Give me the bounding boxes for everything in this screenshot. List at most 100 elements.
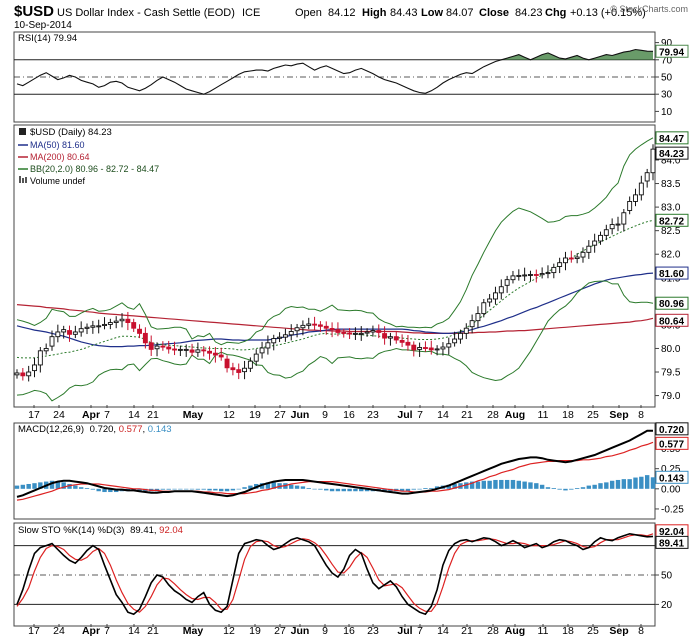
histogram-bar — [592, 484, 597, 489]
candle-body — [329, 328, 335, 331]
histogram-bar — [78, 487, 84, 489]
candle-body — [166, 346, 172, 350]
candle-body — [370, 330, 376, 333]
open-label: Open — [295, 7, 322, 19]
candle-body — [364, 331, 370, 334]
price-x-axis-label: 24 — [53, 409, 65, 421]
price-x-axis-label: 27 — [274, 409, 286, 421]
sto-x-axis-label: 23 — [367, 625, 379, 637]
rsi-axis-90-label: 90 — [661, 38, 673, 49]
histogram-bar — [230, 488, 236, 491]
candle-body — [212, 352, 218, 356]
low-label: Low — [421, 7, 443, 19]
histogram-bar — [557, 488, 562, 490]
close-value-tag-label: 84.23 — [659, 149, 684, 160]
price-axis-82.5-label: 82.5 — [661, 226, 681, 237]
price-x-axis-label: 11 — [538, 409, 549, 421]
histogram-bar — [102, 488, 107, 493]
price-x-axis-label: Jun — [291, 409, 310, 421]
candle-body — [160, 345, 166, 348]
histogram-bar — [528, 482, 533, 489]
candle-body — [603, 229, 609, 236]
histogram-bar — [324, 488, 329, 491]
candle-body — [580, 251, 586, 258]
candle-body — [131, 322, 137, 329]
histogram-bar — [14, 485, 20, 489]
candle-body — [113, 320, 119, 323]
candle-body — [428, 347, 434, 351]
histogram-bar — [493, 479, 498, 489]
histogram-bar — [481, 480, 486, 489]
candle-body — [148, 342, 154, 350]
price-x-axis-label: 8 — [638, 409, 644, 421]
price-legend-swatch — [19, 128, 26, 135]
histogram-bar — [399, 488, 405, 492]
candle-body — [300, 324, 306, 329]
price-axis-84.0-label: 84.0 — [661, 155, 681, 166]
sto-x-axis-label: Apr — [82, 625, 100, 637]
candle-body — [265, 342, 271, 349]
macd-legend-prefix: MACD(12,26,9) — [18, 424, 84, 435]
histogram-value-tag — [655, 470, 689, 484]
watermark: © StockCharts.com — [610, 4, 688, 14]
histogram-bar — [55, 481, 61, 489]
signal-value-tag-label: 0.577 — [659, 439, 684, 450]
stochastic-k-value: 89.41 — [130, 525, 154, 536]
histogram-bar — [73, 485, 78, 489]
candle-body — [294, 327, 300, 332]
histogram-bar — [96, 488, 101, 492]
histogram-bar — [633, 477, 638, 489]
histogram-bar — [312, 488, 317, 490]
histogram-bar — [61, 482, 66, 489]
bb-lower-value-tag — [655, 296, 689, 310]
candle-body — [14, 372, 20, 376]
candle-body — [242, 367, 248, 373]
histogram-bar — [300, 486, 306, 489]
macd-histogram — [14, 475, 656, 493]
histogram-bar — [248, 485, 253, 489]
candle-body — [615, 223, 621, 226]
sto-x-axis-label: 12 — [223, 625, 235, 637]
histogram-bar — [271, 482, 276, 489]
sto-x-axis-label: 7 — [104, 625, 110, 637]
histogram-bar — [20, 484, 26, 489]
candle-body — [504, 279, 510, 286]
histogram-bar — [580, 487, 586, 489]
price-x-axis-label: 14 — [437, 409, 449, 421]
sto-x-axis-label: 18 — [562, 625, 574, 637]
stochastic-k-line — [16, 532, 654, 616]
close-label: Close — [479, 7, 509, 19]
sto-d-value-tag-label: 92.04 — [659, 527, 684, 538]
candle-body — [586, 245, 592, 253]
histogram-bar — [90, 488, 96, 490]
close-value-tag — [655, 146, 689, 160]
candle-body — [522, 274, 528, 277]
price-x-axis-label: 7 — [417, 409, 423, 421]
candle-body — [107, 322, 113, 325]
candle-body — [37, 350, 43, 366]
candle-body — [137, 328, 142, 334]
histogram-bar — [446, 484, 451, 489]
histogram-bar — [417, 488, 422, 490]
candle-body — [282, 334, 288, 338]
macd-axis-0.25-label: 0.25 — [661, 464, 681, 475]
price-x-axis-label: 9 — [322, 409, 328, 421]
sto-x-axis-label: 28 — [487, 625, 499, 637]
sto-axis-20-label: 20 — [661, 600, 673, 611]
rsi-axis-50-label: 50 — [661, 73, 673, 84]
candle-body — [341, 331, 347, 334]
candle-body — [475, 313, 481, 322]
candle-body — [43, 348, 49, 352]
price-x-axis-label: Apr — [82, 409, 100, 421]
candle-body — [317, 324, 323, 327]
candle-body — [102, 323, 107, 327]
histogram-bar — [335, 488, 341, 492]
histogram-bar — [242, 487, 247, 489]
histogram-bar — [615, 479, 621, 489]
histogram-bar — [67, 483, 72, 489]
candle-body — [533, 274, 539, 276]
price-x-axis-label: 7 — [104, 409, 110, 421]
candle-body — [446, 343, 452, 348]
sto-x-axis-label: Jul — [397, 625, 412, 637]
candle-body — [487, 298, 493, 303]
